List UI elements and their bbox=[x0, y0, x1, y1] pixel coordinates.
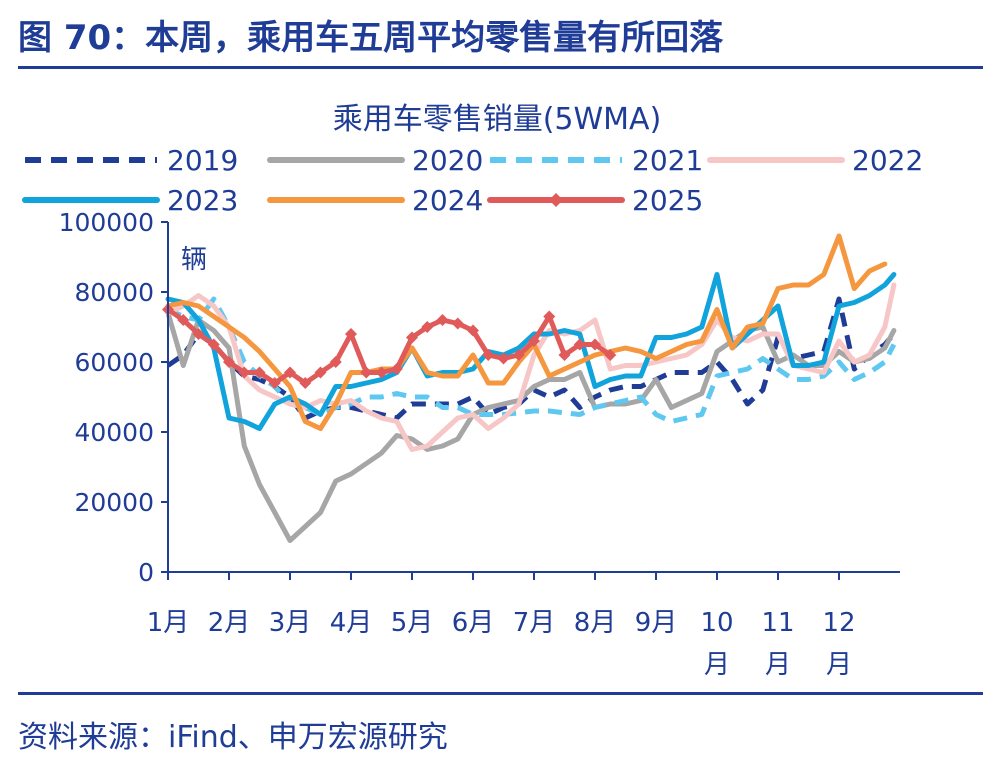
x-tick-label-11: 12 月 bbox=[822, 608, 855, 680]
series-marker-2025-29 bbox=[604, 349, 617, 361]
y-tick-label-4: 80000 bbox=[74, 278, 154, 307]
series-marker-2025-16 bbox=[406, 331, 418, 344]
x-tick-label-8: 9月 bbox=[635, 608, 678, 638]
series-marker-2025-14 bbox=[375, 366, 388, 379]
series-marker-2025-2 bbox=[192, 328, 205, 340]
series-marker-2025-5 bbox=[238, 366, 251, 379]
series-marker-2025-6 bbox=[253, 366, 266, 379]
x-tick-label-6: 7月 bbox=[513, 608, 556, 638]
source-rule bbox=[18, 692, 983, 695]
legend-marker-2025 bbox=[549, 193, 563, 207]
x-tick-label-2: 3月 bbox=[269, 608, 312, 638]
figure-title: 图 70：本周，乘用车五周平均零售量有所回落 bbox=[18, 18, 724, 58]
legend-item-2019: 2019 bbox=[25, 144, 238, 177]
y-tick-label-5: 100000 bbox=[59, 208, 154, 237]
series-marker-2025-19 bbox=[451, 317, 464, 330]
legend-label-2025: 2025 bbox=[632, 184, 703, 217]
x-tick-label-7: 8月 bbox=[574, 608, 617, 638]
x-tick-label-5: 6月 bbox=[452, 608, 495, 638]
series-marker-2025-24 bbox=[528, 335, 540, 347]
series-marker-2025-4 bbox=[223, 356, 235, 368]
series-line-2023 bbox=[165, 272, 897, 431]
chart-title: 乘用车零售销量(5WMA) bbox=[333, 102, 662, 137]
x-tick-label-10: 11 月 bbox=[761, 608, 794, 680]
legend-label-2023: 2023 bbox=[167, 184, 238, 217]
series-marker-2025-21 bbox=[482, 349, 495, 361]
series-marker-2025-10 bbox=[314, 366, 327, 379]
series-marker-2025-17 bbox=[421, 321, 434, 333]
series-marker-2025-8 bbox=[284, 366, 296, 379]
x-tick-label-0: 1月 bbox=[147, 608, 190, 638]
legend-item-2022: 2022 bbox=[707, 144, 923, 177]
y-tick-label-2: 40000 bbox=[74, 418, 154, 447]
legend-item-2020: 2020 bbox=[267, 144, 483, 177]
series-marker-2025-7 bbox=[268, 377, 281, 389]
series-marker-2025-11 bbox=[329, 356, 342, 368]
series-marker-2025-27 bbox=[573, 338, 586, 351]
x-tick-label-9: 10 月 bbox=[700, 608, 733, 680]
series-marker-2025-13 bbox=[360, 366, 373, 379]
axes: 0 20000 40000 60000 80000 100000 1月 2月 3月 4月 5月 6月 7… bbox=[59, 208, 900, 680]
series-marker-2025-22 bbox=[497, 352, 510, 365]
x-tick-label-4: 5月 bbox=[391, 608, 434, 638]
title-rule bbox=[18, 66, 983, 69]
series-marker-2025-9 bbox=[299, 377, 312, 389]
series-marker-2025-15 bbox=[390, 363, 403, 375]
series-marker-2025-28 bbox=[589, 338, 601, 351]
series-line-2024 bbox=[165, 233, 888, 431]
series-marker-2025-23 bbox=[512, 349, 525, 361]
series-marker-2025-1 bbox=[177, 314, 190, 326]
x-tick-label-3: 4月 bbox=[330, 608, 373, 638]
series-marker-2025-25 bbox=[543, 310, 556, 323]
y-tick-label-3: 60000 bbox=[74, 348, 154, 377]
y-tick-label-0: 0 bbox=[138, 558, 154, 587]
series-marker-2025-18 bbox=[436, 314, 449, 326]
x-tick-label-1: 2月 bbox=[208, 608, 251, 638]
series-line-2020 bbox=[165, 310, 897, 543]
legend-label-2022: 2022 bbox=[852, 144, 923, 177]
y-tick-label-1: 20000 bbox=[74, 488, 154, 517]
series-marker-2025-20 bbox=[467, 324, 479, 337]
legend-item-2024: 2024 bbox=[267, 184, 483, 217]
series-marker-2025-26 bbox=[558, 349, 571, 361]
legend-item-2023: 2023 bbox=[22, 184, 238, 217]
source-note: 资料来源：iFind、申万宏源研究 bbox=[18, 720, 448, 755]
legend: 2019 2020 2021 2022 2023 2024 2025 bbox=[22, 144, 923, 217]
unit-label: 辆 bbox=[181, 245, 207, 275]
legend-label-2021: 2021 bbox=[632, 144, 703, 177]
series-line-2022 bbox=[165, 282, 897, 452]
legend-label-2024: 2024 bbox=[412, 184, 483, 217]
legend-label-2020: 2020 bbox=[412, 144, 483, 177]
series-marker-2025-12 bbox=[345, 328, 357, 340]
legend-item-2021: 2021 bbox=[490, 144, 703, 177]
legend-label-2019: 2019 bbox=[167, 144, 238, 177]
legend-item-2025: 2025 bbox=[487, 184, 703, 217]
series-layer bbox=[162, 233, 897, 543]
series-marker-2025-3 bbox=[207, 338, 220, 351]
